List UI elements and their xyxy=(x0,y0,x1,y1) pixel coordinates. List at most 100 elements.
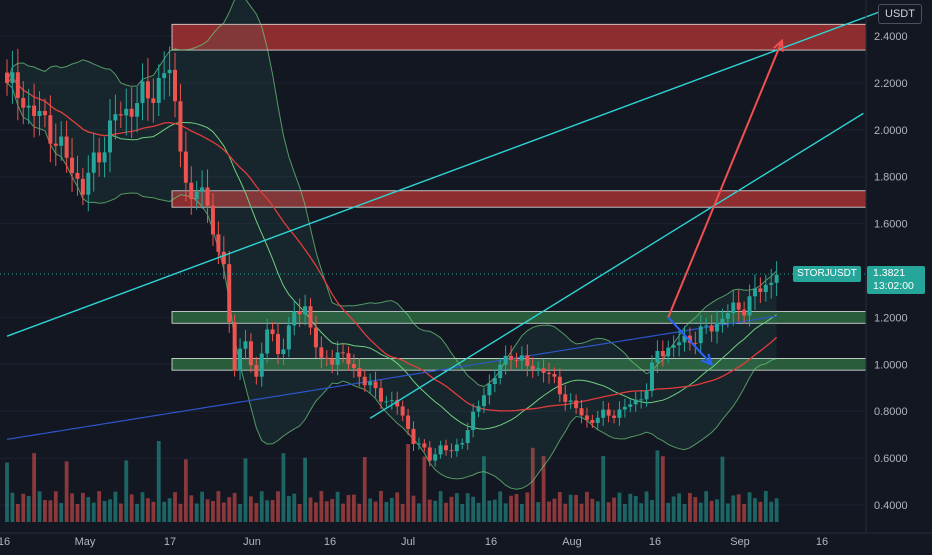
candle-body xyxy=(341,352,346,354)
volume-bar xyxy=(736,494,741,522)
candle-body xyxy=(400,406,405,416)
candle-body xyxy=(655,350,660,363)
volume-bar xyxy=(140,492,145,522)
candle-body xyxy=(628,404,633,407)
volume-bar xyxy=(232,492,237,522)
volume-bar xyxy=(129,494,134,522)
volume-bar xyxy=(368,498,373,522)
volume-bar xyxy=(677,493,681,522)
volume-bar xyxy=(601,456,606,522)
candle-body xyxy=(687,335,692,343)
volume-bar xyxy=(498,491,503,522)
ma-blue-line xyxy=(6,315,777,440)
candle-body xyxy=(731,302,736,314)
candle-body xyxy=(53,143,58,146)
candle-body xyxy=(351,364,356,369)
volume-bar xyxy=(742,503,747,522)
candle-body xyxy=(129,108,134,117)
candle-body xyxy=(313,327,318,348)
candle-body xyxy=(639,399,644,401)
drawings xyxy=(6,7,891,419)
last-price-value: 1.3821 xyxy=(873,267,906,279)
x-tick-label: Jul xyxy=(401,536,415,548)
volume-bar xyxy=(43,499,47,522)
volume-bar xyxy=(503,503,508,522)
candle-body xyxy=(102,152,107,163)
volume-bar xyxy=(59,503,64,522)
blue-arrow-head xyxy=(700,353,714,366)
volume-bar xyxy=(476,502,481,522)
time-axis[interactable]: 16 May 17 Jun 16 Jul 16 Aug 16 Sep 16 xyxy=(0,532,932,548)
candle-body xyxy=(389,400,394,402)
volume-bar xyxy=(454,493,459,522)
candle-body xyxy=(124,108,129,116)
candle-body xyxy=(265,329,270,354)
volume-bar xyxy=(189,495,194,522)
candle-body xyxy=(704,325,709,327)
band-fill xyxy=(7,0,777,490)
candle-body xyxy=(297,311,302,315)
volume-bar xyxy=(422,456,427,522)
volume-bar xyxy=(541,456,546,522)
volume-bar xyxy=(48,500,53,522)
currency-badge[interactable]: USDT xyxy=(878,4,922,24)
volume-bar xyxy=(585,491,589,522)
candle-body xyxy=(763,284,768,292)
candle-body xyxy=(422,443,427,448)
volume-bar xyxy=(536,502,541,522)
volume-bar xyxy=(292,493,297,522)
y-tick-label: 1.6000 xyxy=(874,219,908,231)
candle-body xyxy=(259,353,264,377)
candle-body xyxy=(15,72,20,98)
candle-body xyxy=(80,178,85,195)
volume-bar xyxy=(465,493,470,522)
volume-bar xyxy=(118,503,123,522)
volume-bar xyxy=(509,495,513,522)
volume-bar xyxy=(471,496,476,522)
candle-body xyxy=(427,447,432,461)
volume-bar xyxy=(492,499,497,522)
candle-body xyxy=(698,326,703,344)
candle-body xyxy=(173,69,178,102)
volume-bar xyxy=(21,493,26,522)
candle-body xyxy=(503,355,508,365)
volume-bar xyxy=(411,495,416,522)
volume-bar xyxy=(715,499,719,522)
volume-bar xyxy=(167,498,172,522)
candle-body xyxy=(395,400,400,407)
candle-body xyxy=(91,152,96,173)
volume-bar xyxy=(460,503,465,522)
volume-bar xyxy=(32,453,36,522)
volume-bar xyxy=(688,492,692,522)
volume-bar xyxy=(335,491,340,522)
candle-body xyxy=(644,390,649,400)
volume-bar xyxy=(617,492,622,522)
candle-body xyxy=(682,335,687,343)
candle-body xyxy=(357,368,362,377)
candle-body xyxy=(677,342,682,346)
volume-bar xyxy=(238,503,242,522)
candle-body xyxy=(769,282,774,285)
volume-bar xyxy=(249,496,253,522)
volume-bar xyxy=(433,500,438,522)
band-lower-line xyxy=(6,82,777,490)
volume-bar xyxy=(639,503,644,522)
candle-body xyxy=(725,313,730,319)
volume-bar xyxy=(146,498,150,522)
y-tick-label: 0.6000 xyxy=(874,453,908,465)
volume-bar xyxy=(64,461,69,522)
candle-body xyxy=(530,365,535,370)
volume-bar xyxy=(37,491,42,522)
candle-body xyxy=(227,264,232,323)
price-axis[interactable]: 2.4000 2.2000 2.0000 1.8000 1.6000 1.2000 1.00… xyxy=(865,0,908,533)
candle-body xyxy=(308,306,313,328)
volume-bar xyxy=(747,492,752,522)
candle-body xyxy=(465,430,470,444)
candle-body xyxy=(525,355,530,366)
candle-body xyxy=(145,81,150,99)
x-tick-label: 16 xyxy=(649,536,661,548)
y-tick-label: 1.2000 xyxy=(874,312,908,324)
candle-body xyxy=(205,187,210,206)
